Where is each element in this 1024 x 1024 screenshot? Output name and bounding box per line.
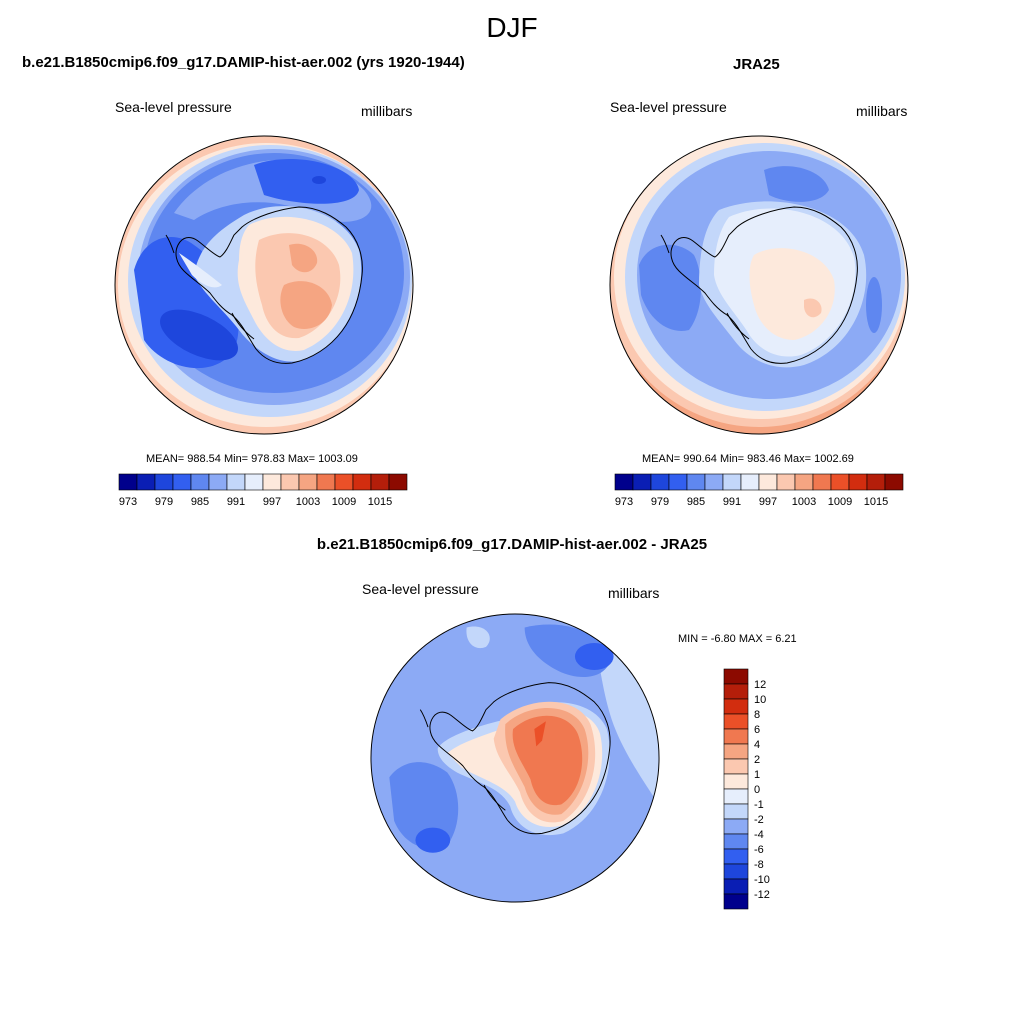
diff-colorbar-swatch — [723, 698, 749, 715]
obs-colorbar-tick-label: 985 — [687, 496, 705, 508]
model-colorbar-tick-label: 991 — [227, 496, 245, 508]
diff-colorbar-tick-label: -10 — [754, 874, 770, 886]
obs-map — [609, 135, 909, 435]
diff-colorbar-swatch — [723, 713, 749, 730]
obs-field-label: Sea-level pressure — [610, 99, 727, 115]
model-colorbar-swatch — [136, 473, 156, 491]
obs-colorbar-swatch — [740, 473, 760, 491]
diff-colorbar-swatch — [723, 833, 749, 850]
obs-units-label: millibars — [856, 103, 908, 119]
diff-colorbar-tick-label: -12 — [754, 889, 770, 901]
obs-colorbar-swatch — [758, 473, 778, 491]
figure-title: DJF — [486, 12, 538, 43]
obs-colorbar-tick-label: 1015 — [864, 496, 888, 508]
model-colorbar-swatch — [280, 473, 300, 491]
obs-colorbar-swatch — [812, 473, 832, 491]
diff-colorbar-swatch — [723, 803, 749, 820]
model-colorbar-swatch — [118, 473, 138, 491]
obs-colorbar-swatch — [884, 473, 904, 491]
model-colorbar-swatch — [226, 473, 246, 491]
obs-colorbar-swatch — [848, 473, 868, 491]
diff-map — [370, 613, 660, 903]
model-colorbar-tick-label: 1009 — [332, 496, 356, 508]
model-colorbar-tick-label: 997 — [263, 496, 281, 508]
diff-colorbar-tick-label: -4 — [754, 829, 764, 841]
diff-colorbar-tick-label: 6 — [754, 724, 760, 736]
diff-stats: MIN = -6.80 MAX = 6.21 — [678, 633, 797, 645]
model-colorbar-swatch — [334, 473, 354, 491]
model-colorbar-swatch — [244, 473, 264, 491]
obs-colorbar-tick-label: 1009 — [828, 496, 852, 508]
diff-colorbar-tick-label: -6 — [754, 844, 764, 856]
obs-colorbar-tick-label: 979 — [651, 496, 669, 508]
model-map — [114, 135, 414, 435]
obs-colorbar-swatch — [794, 473, 814, 491]
obs-colorbar-swatch — [686, 473, 706, 491]
diff-colorbar-tick-label: 1 — [754, 769, 760, 781]
obs-colorbar-swatch — [722, 473, 742, 491]
obs-stats: MEAN= 990.64 Min= 983.46 Max= 1002.69 — [642, 453, 854, 465]
obs-colorbar-tick-label: 973 — [615, 496, 633, 508]
diff-units-label: millibars — [608, 585, 660, 601]
model-colorbar-swatch — [208, 473, 228, 491]
diff-colorbar-swatch — [723, 788, 749, 805]
model-colorbar: 973 979 985 991 997 1003 1009 1015 — [118, 473, 408, 508]
diff-colorbar-swatch — [723, 818, 749, 835]
obs-colorbar-swatch — [866, 473, 886, 491]
obs-colorbar-swatch — [830, 473, 850, 491]
model-colorbar-swatch — [190, 473, 210, 491]
diff-colorbar-tick-label: 10 — [754, 694, 766, 706]
obs-colorbar-tick-label: 1003 — [792, 496, 816, 508]
diff-colorbar-swatch — [723, 863, 749, 880]
model-colorbar-tick-label: 1015 — [368, 496, 392, 508]
model-colorbar-tick-label: 1003 — [296, 496, 320, 508]
diff-field-label: Sea-level pressure — [362, 581, 479, 597]
obs-colorbar: 973 979 985 991 997 1003 1009 1015 — [614, 473, 904, 508]
model-colorbar-swatch — [172, 473, 192, 491]
model-colorbar-tick-label: 985 — [191, 496, 209, 508]
model-colorbar-swatch — [262, 473, 282, 491]
obs-panel-title: JRA25 — [733, 56, 780, 73]
diff-colorbar-tick-label: -1 — [754, 799, 764, 811]
diff-colorbar-swatch — [723, 893, 749, 910]
obs-colorbar-swatch — [650, 473, 670, 491]
diff-colorbar-swatch — [723, 728, 749, 745]
diff-colorbar-tick-label: 12 — [754, 679, 766, 691]
model-colorbar-swatch — [316, 473, 336, 491]
diff-panel-title: b.e21.B1850cmip6.f09_g17.DAMIP-hist-aer.… — [316, 536, 708, 553]
diff-colorbar-swatch — [723, 878, 749, 895]
obs-colorbar-swatch — [668, 473, 688, 491]
diff-colorbar-tick-label: 8 — [754, 709, 760, 721]
obs-colorbar-tick-label: 991 — [723, 496, 741, 508]
model-colorbar-swatch — [298, 473, 318, 491]
diff-colorbar-swatch — [723, 848, 749, 865]
model-colorbar-swatch — [388, 473, 408, 491]
obs-colorbar-swatch — [704, 473, 724, 491]
obs-colorbar-swatch — [776, 473, 796, 491]
model-units-label: millibars — [361, 103, 413, 119]
obs-colorbar-tick-label: 997 — [759, 496, 777, 508]
model-panel-title: b.e21.B1850cmip6.f09_g17.DAMIP-hist-aer.… — [22, 54, 465, 71]
diff-colorbar-swatch — [723, 758, 749, 775]
diff-colorbar-tick-label: 0 — [754, 784, 760, 796]
diff-colorbar-tick-label: -8 — [754, 859, 764, 871]
diff-colorbar-tick-label: -2 — [754, 814, 764, 826]
model-colorbar-swatch — [352, 473, 372, 491]
model-colorbar-swatch — [370, 473, 390, 491]
model-colorbar-swatch — [154, 473, 174, 491]
diff-colorbar-swatch — [723, 683, 749, 700]
diff-colorbar-swatch — [723, 668, 749, 685]
model-field-label: Sea-level pressure — [115, 99, 232, 115]
model-colorbar-tick-label: 979 — [155, 496, 173, 508]
diff-colorbar-swatch — [723, 773, 749, 790]
diff-colorbar-swatch — [723, 743, 749, 760]
obs-colorbar-swatch — [614, 473, 634, 491]
diff-colorbar-tick-label: 2 — [754, 754, 760, 766]
obs-colorbar-swatch — [632, 473, 652, 491]
model-colorbar-tick-label: 973 — [119, 496, 137, 508]
diff-colorbar-tick-label: 4 — [754, 739, 760, 751]
model-stats: MEAN= 988.54 Min= 978.83 Max= 1003.09 — [146, 453, 358, 465]
